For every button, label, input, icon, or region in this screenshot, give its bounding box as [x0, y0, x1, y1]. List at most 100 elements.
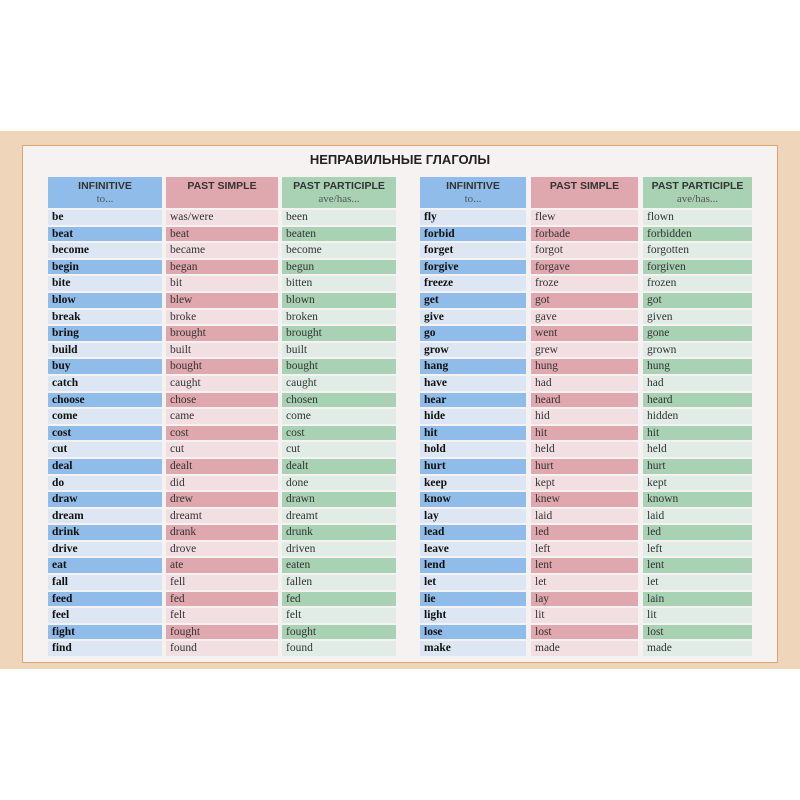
- verb-cell: frozen: [643, 276, 752, 291]
- verb-cell: forbid: [420, 226, 526, 242]
- verb-cell: bite: [48, 276, 162, 291]
- header-label: PAST PARTICIPLE: [651, 180, 744, 192]
- column-infinitive-1: INFINITIVE to... be beat become begin bite blow…: [48, 177, 162, 657]
- verb-cell: chose: [166, 392, 278, 408]
- verb-cell: became: [166, 243, 278, 258]
- verb-cell: found: [282, 641, 396, 657]
- verb-cell: blew: [166, 292, 278, 308]
- verb-cell: broke: [166, 309, 278, 325]
- verb-cell: gone: [643, 326, 752, 341]
- verb-cell: ate: [166, 558, 278, 574]
- verb-cell: forbidden: [643, 226, 752, 242]
- verb-cell: hung: [643, 359, 752, 374]
- verb-cell: freeze: [420, 276, 526, 291]
- verb-cell: drank: [166, 525, 278, 540]
- verb-cell: was/were: [166, 210, 278, 225]
- verb-cell: cost: [282, 425, 396, 441]
- verb-cell: cost: [48, 425, 162, 441]
- column-header: INFINITIVE to...: [48, 177, 162, 208]
- verb-cell: drove: [166, 541, 278, 557]
- verb-cell: know: [420, 492, 526, 507]
- verb-cell: bought: [166, 359, 278, 374]
- header-label: INFINITIVE: [446, 180, 500, 192]
- verb-cell: cost: [166, 425, 278, 441]
- verb-cell: come: [282, 409, 396, 424]
- verb-cell: heard: [643, 392, 752, 408]
- verb-cell: do: [48, 475, 162, 491]
- verb-cell: flew: [531, 210, 638, 225]
- verb-cell: let: [420, 575, 526, 590]
- verb-cell: keep: [420, 475, 526, 491]
- verb-cell: fall: [48, 575, 162, 590]
- verb-cell: chosen: [282, 392, 396, 408]
- verb-cell: forgave: [531, 259, 638, 275]
- verb-cell: drunk: [282, 525, 396, 540]
- verb-cell: lose: [420, 624, 526, 640]
- verb-cell: come: [48, 409, 162, 424]
- verb-cell: fell: [166, 575, 278, 590]
- verb-cell: had: [531, 375, 638, 391]
- column-infinitive-2: INFINITIVE to... fly forbid forget forgive fre…: [420, 177, 526, 657]
- verb-cell: had: [643, 375, 752, 391]
- header-sublabel: ave/has...: [676, 193, 719, 205]
- verb-cell: hide: [420, 409, 526, 424]
- verb-cell: feed: [48, 591, 162, 607]
- verb-cell: made: [643, 641, 752, 657]
- verb-cell: get: [420, 292, 526, 308]
- verb-cell: brought: [282, 326, 396, 341]
- verb-cell: felt: [282, 608, 396, 623]
- verb-cell: let: [531, 575, 638, 590]
- column-past-participle-1: PAST PARTICIPLE ave/has... been beaten becom…: [282, 177, 396, 657]
- verb-cell: hit: [531, 425, 638, 441]
- verb-cell: driven: [282, 541, 396, 557]
- verb-cell: hear: [420, 392, 526, 408]
- verb-cell: hid: [531, 409, 638, 424]
- verb-cell: done: [282, 475, 396, 491]
- verb-cell: beat: [48, 226, 162, 242]
- column-header: INFINITIVE to...: [420, 177, 526, 208]
- verb-cell: drive: [48, 541, 162, 557]
- verb-cell: hit: [643, 425, 752, 441]
- verb-cell: grew: [531, 342, 638, 358]
- verb-cell: draw: [48, 492, 162, 507]
- verb-cell: felt: [166, 608, 278, 623]
- header-label: PAST SIMPLE: [549, 180, 620, 192]
- header-sublabel: to...: [96, 193, 114, 205]
- verb-cell: made: [531, 641, 638, 657]
- verb-cell: caught: [166, 375, 278, 391]
- verb-cell: forgot: [531, 243, 638, 258]
- verb-cell: laid: [643, 508, 752, 524]
- verb-cell: lost: [531, 624, 638, 640]
- verb-cell: forgive: [420, 259, 526, 275]
- verb-cell: become: [48, 243, 162, 258]
- verb-cell: let: [643, 575, 752, 590]
- verb-cell: fight: [48, 624, 162, 640]
- verb-cell: find: [48, 641, 162, 657]
- verb-cell: left: [531, 541, 638, 557]
- verb-cell: held: [643, 442, 752, 457]
- verb-cell: kept: [643, 475, 752, 491]
- column-past-simple-2: PAST SIMPLE flew forbade forgot forgave froze…: [531, 177, 638, 657]
- verb-cell: catch: [48, 375, 162, 391]
- verb-cell: fallen: [282, 575, 396, 590]
- verb-cell: hurt: [420, 458, 526, 474]
- verb-cell: dreamt: [166, 508, 278, 524]
- verb-cell: blown: [282, 292, 396, 308]
- verb-cell: eat: [48, 558, 162, 574]
- verb-cell: heard: [531, 392, 638, 408]
- verb-cell: have: [420, 375, 526, 391]
- verb-cell: drink: [48, 525, 162, 540]
- verb-cell: hidden: [643, 409, 752, 424]
- verb-cell: bit: [166, 276, 278, 291]
- verb-cell: give: [420, 309, 526, 325]
- verb-cell: hurt: [531, 458, 638, 474]
- verb-cell: lit: [643, 608, 752, 623]
- verb-cell: built: [282, 342, 396, 358]
- column-past-participle-2: PAST PARTICIPLE ave/has... flown forbidden f…: [643, 177, 752, 657]
- verb-cell: caught: [282, 375, 396, 391]
- verb-cell: brought: [166, 326, 278, 341]
- verb-cell: got: [643, 292, 752, 308]
- verb-cell: fly: [420, 210, 526, 225]
- verb-cell: led: [531, 525, 638, 540]
- verb-cell: blow: [48, 292, 162, 308]
